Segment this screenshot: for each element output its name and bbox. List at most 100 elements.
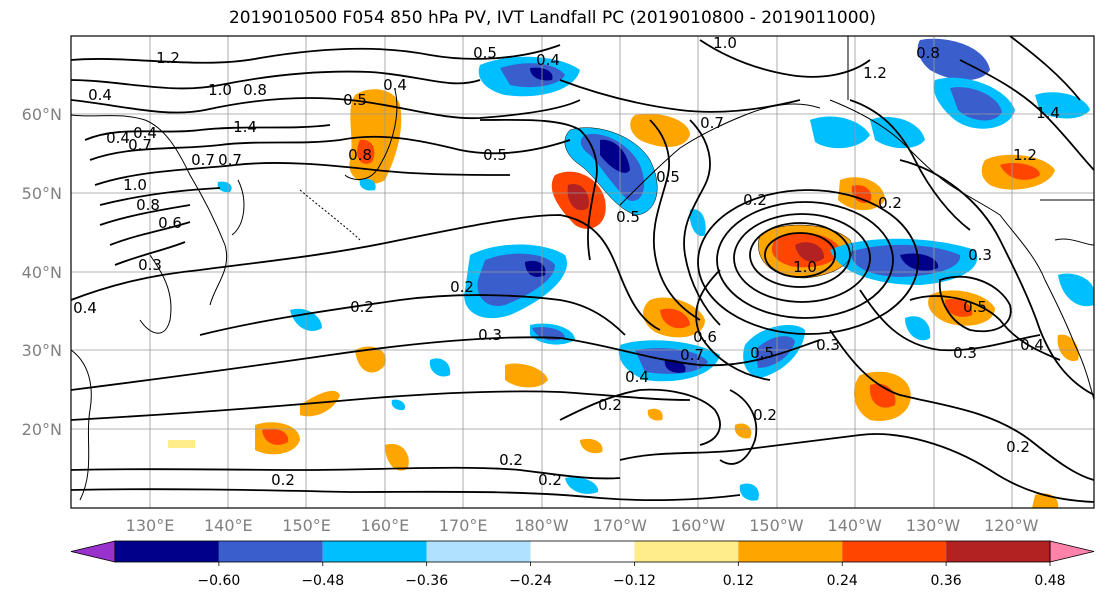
positive-anomaly <box>630 113 690 147</box>
map-frame <box>70 35 1095 509</box>
contour-label: 0.2 <box>743 191 767 209</box>
map-gridlines <box>71 36 1094 508</box>
positive-anomaly <box>262 428 289 445</box>
contour-label: 0.5 <box>616 208 640 226</box>
pv-contours <box>71 36 1094 503</box>
contour-label: 0.3 <box>138 256 162 274</box>
contour-label: 1.4 <box>1036 104 1060 122</box>
contour-label: 1.0 <box>208 81 232 99</box>
contour-label: 1.2 <box>156 49 180 67</box>
negative-anomaly <box>359 178 376 191</box>
colorbar-tick-label: −0.36 <box>405 573 448 589</box>
negative-anomaly <box>391 399 406 411</box>
latitude-labels: 60°N 50°N 40°N 30°N 20°N <box>22 105 62 439</box>
negative-anomaly <box>1058 273 1094 307</box>
contour-label: 0.4 <box>383 76 407 94</box>
lon-label: 170°W <box>593 516 648 535</box>
colorbar-tick-label: −0.60 <box>197 573 240 589</box>
contour-label: 0.4 <box>625 368 649 386</box>
colorbar-tick-label: 0.12 <box>723 573 754 589</box>
contour-label: 0.4 <box>133 124 157 142</box>
lon-label: 140°E <box>204 516 253 535</box>
contour-label: 0.6 <box>158 214 182 232</box>
contour-label: 1.2 <box>863 64 887 82</box>
contour-label: 0.4 <box>88 86 112 104</box>
positive-anomaly <box>795 242 825 262</box>
colorbar-segment <box>842 541 947 562</box>
lon-label: 150°W <box>749 516 804 535</box>
contour-label: 0.3 <box>816 336 840 354</box>
lon-label: 130°W <box>906 516 961 535</box>
contour-label: 0.3 <box>953 344 977 362</box>
colorbar-segment <box>634 541 739 562</box>
contour-label: 1.0 <box>793 258 817 276</box>
contour-label: 0.2 <box>450 278 474 296</box>
colorbar-segment <box>530 541 635 562</box>
lon-label: 130°E <box>126 516 175 535</box>
contour-label: 0.8 <box>243 81 267 99</box>
positive-anomaly <box>1000 163 1040 180</box>
negative-anomaly <box>755 336 795 368</box>
contour-label: 0.5 <box>343 91 367 109</box>
contour-label: 0.8 <box>136 196 160 214</box>
lat-label: 20°N <box>22 420 62 439</box>
positive-anomaly <box>734 423 752 439</box>
longitude-labels: 130°E 140°E 150°E 160°E 170°E 180°W 170°W 160°W… <box>126 516 1039 535</box>
contour-label: 0.2 <box>878 194 902 212</box>
lat-label: 60°N <box>22 105 62 124</box>
contour-label: 0.2 <box>1006 438 1030 456</box>
contour-label: 1.2 <box>1013 146 1037 164</box>
colorbar-segment <box>738 541 843 562</box>
contour-label: 0.5 <box>963 298 987 316</box>
contour-label: 0.2 <box>499 451 523 469</box>
negative-anomaly <box>565 476 599 494</box>
colorbar-tick-label: 0.48 <box>1034 573 1065 589</box>
negative-anomaly <box>600 139 630 173</box>
positive-anomaly <box>357 139 375 164</box>
lon-label: 140°W <box>828 516 883 535</box>
negative-anomaly <box>905 316 931 341</box>
colorbar-segment <box>218 541 323 562</box>
contour-label: 0.8 <box>916 44 940 62</box>
map-plot-area: 1.20.4 0.41.00.81.40.70.40.70.71.0 0.80.60… <box>71 34 1094 508</box>
colorbar-segment <box>322 541 427 562</box>
positive-anomaly <box>851 185 872 204</box>
colorbar-segment <box>426 541 531 562</box>
contour-label: 0.5 <box>473 44 497 62</box>
negative-anomaly <box>1035 92 1090 119</box>
contour-label: 0.2 <box>598 396 622 414</box>
colorbar-extend-max <box>1049 540 1095 563</box>
positive-anomaly <box>945 299 973 317</box>
contour-label: 0.7 <box>191 151 215 169</box>
contour-label: 0.6 <box>693 328 717 346</box>
colorbar <box>70 540 1095 563</box>
colorbar-segment <box>115 541 219 562</box>
contour-label: 0.2 <box>350 298 374 316</box>
positive-anomaly <box>168 440 195 448</box>
colorbar-tick-label: 0.24 <box>827 573 858 589</box>
anomaly-shading <box>168 38 1094 508</box>
positive-anomaly <box>580 438 603 454</box>
positive-anomaly <box>385 443 409 471</box>
negative-anomaly <box>950 87 1002 121</box>
contour-label: 0.2 <box>753 406 777 424</box>
contour-label: 0.2 <box>271 471 295 489</box>
lon-label: 120°W <box>984 516 1039 535</box>
lon-label: 160°W <box>671 516 726 535</box>
negative-anomaly <box>917 38 990 81</box>
contour-label: 1.0 <box>713 34 737 52</box>
map-title: 2019010500 F054 850 hPa PV, IVT Landfall… <box>228 8 876 28</box>
negative-anomaly <box>500 63 565 88</box>
contour-label: 0.7 <box>700 114 724 132</box>
positive-anomaly <box>355 346 386 373</box>
negative-anomaly <box>739 483 759 501</box>
contour-labels: 1.20.4 0.41.00.81.40.70.40.70.71.0 0.80.60… <box>73 34 1060 489</box>
contour-label: 0.7 <box>128 136 152 154</box>
lon-label: 150°E <box>282 516 331 535</box>
negative-anomaly <box>429 358 451 377</box>
contour-label: 0.7 <box>218 151 242 169</box>
lon-label: 160°E <box>361 516 410 535</box>
colorbar-segment <box>946 541 1050 562</box>
lat-label: 40°N <box>22 263 62 282</box>
